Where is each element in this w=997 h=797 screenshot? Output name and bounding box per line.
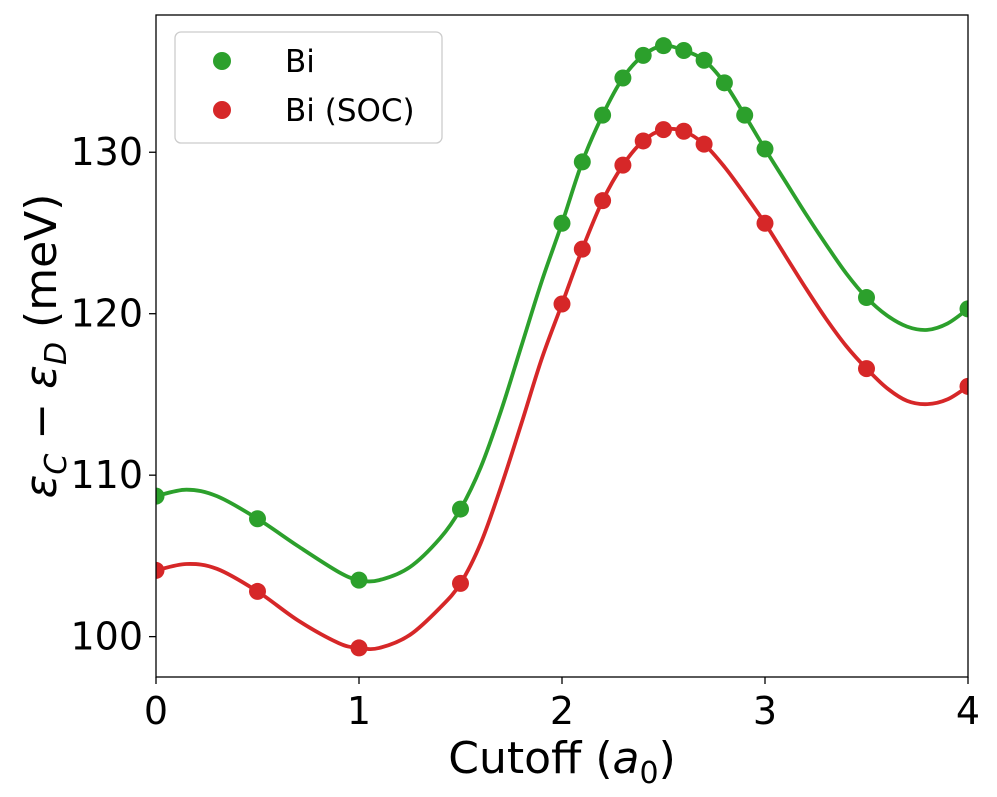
- data-point-bi: [594, 106, 612, 124]
- legend-marker-bi-soc: [213, 101, 231, 119]
- x-tick-label: 0: [144, 689, 168, 733]
- y-axis-title: εC − εD (meV): [16, 194, 74, 499]
- data-point-bi: [959, 300, 968, 318]
- plot-frame: [155, 14, 969, 678]
- data-point-bi-soc: [614, 156, 632, 174]
- data-point-bi-soc: [959, 377, 968, 395]
- legend-label-bi-soc: Bi (SOC): [285, 93, 415, 129]
- legend: Bi Bi (SOC): [174, 31, 443, 144]
- data-point-bi-soc: [655, 121, 672, 139]
- x-axis-ticks: 0 1 2 3 4: [144, 677, 980, 733]
- data-point-bi-soc: [156, 561, 165, 579]
- x-tick-label: 4: [956, 689, 980, 733]
- series-bi-soc: [156, 121, 968, 657]
- data-point-bi-soc: [858, 360, 875, 378]
- data-point-bi: [553, 214, 571, 232]
- series-bi: [156, 37, 968, 589]
- legend-marker-bi: [213, 52, 231, 70]
- legend-box: [174, 31, 443, 144]
- data-point-bi: [715, 74, 733, 92]
- data-point-bi-soc: [634, 132, 652, 150]
- data-point-bi-soc: [675, 122, 693, 140]
- data-point-bi-soc: [573, 240, 591, 258]
- data-point-bi-soc: [553, 295, 571, 313]
- data-point-bi-soc: [249, 582, 266, 600]
- data-point-bi: [675, 42, 693, 60]
- series-layer: [156, 37, 968, 657]
- data-point-bi: [736, 106, 754, 124]
- data-point-bi-soc: [350, 639, 368, 657]
- x-tick-label: 1: [347, 689, 371, 733]
- y-tick-label: 130: [70, 130, 143, 174]
- data-point-bi: [156, 487, 165, 505]
- data-point-bi: [573, 153, 591, 171]
- data-point-bi: [634, 46, 652, 64]
- data-point-bi: [858, 289, 875, 307]
- data-point-bi: [655, 37, 672, 55]
- data-point-bi: [249, 510, 266, 528]
- x-tick-label: 3: [753, 689, 777, 733]
- data-point-bi-soc: [594, 192, 612, 210]
- x-axis-title: Cutoff (a0): [448, 733, 675, 791]
- data-point-bi-soc: [452, 574, 469, 592]
- y-tick-label: 100: [70, 615, 143, 659]
- data-point-bi: [756, 140, 774, 158]
- data-point-bi: [350, 571, 368, 589]
- data-point-bi-soc: [695, 135, 713, 153]
- y-tick-label: 120: [70, 292, 143, 336]
- y-axis-ticks: 100 110 120 130: [70, 130, 156, 659]
- data-point-bi-soc: [756, 214, 774, 232]
- x-tick-label: 2: [550, 689, 574, 733]
- data-point-bi: [452, 500, 469, 518]
- legend-label-bi: Bi: [285, 44, 315, 80]
- data-point-bi: [614, 69, 632, 87]
- y-tick-label: 110: [70, 453, 143, 497]
- data-point-bi: [695, 51, 713, 69]
